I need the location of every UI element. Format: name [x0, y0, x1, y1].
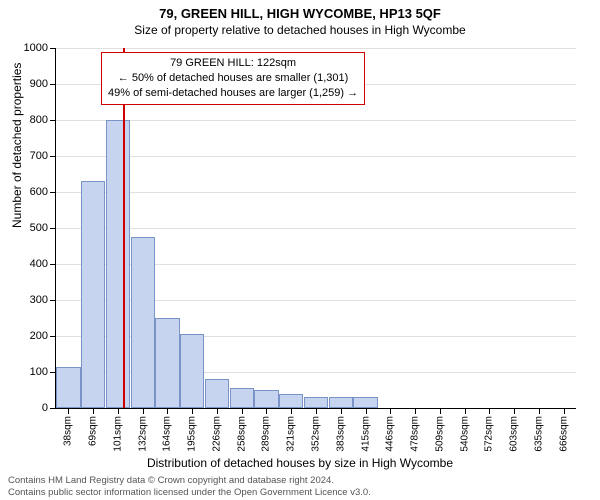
- x-tick: [415, 408, 416, 414]
- x-tick-label: 509sqm: [434, 416, 445, 452]
- y-tick-label: 800: [30, 114, 48, 126]
- histogram-bar: [304, 397, 328, 408]
- x-tick-label: 352sqm: [311, 416, 322, 452]
- x-tick-label: 321sqm: [286, 416, 297, 452]
- chart-subtitle: Size of property relative to detached ho…: [0, 21, 600, 37]
- histogram-bar: [230, 388, 254, 408]
- x-tick: [489, 408, 490, 414]
- x-tick-label: 101sqm: [112, 416, 123, 452]
- footer-line-1: Contains HM Land Registry data © Crown c…: [8, 475, 371, 486]
- x-tick: [539, 408, 540, 414]
- x-tick-label: 226sqm: [211, 416, 222, 452]
- x-tick: [341, 408, 342, 414]
- histogram-bar: [106, 120, 130, 408]
- y-tick-label: 200: [30, 330, 48, 342]
- grid-line: [56, 48, 576, 49]
- grid-line: [56, 192, 576, 193]
- y-tick: [50, 336, 56, 337]
- chart-plot-area: 0100200300400500600700800900100038sqm69s…: [55, 48, 576, 409]
- grid-line: [56, 228, 576, 229]
- y-tick-label: 0: [42, 402, 48, 414]
- x-tick-label: 38sqm: [63, 416, 74, 446]
- x-tick: [564, 408, 565, 414]
- x-tick-label: 289sqm: [261, 416, 272, 452]
- histogram-bar: [279, 394, 303, 408]
- y-tick-label: 400: [30, 258, 48, 270]
- x-tick: [366, 408, 367, 414]
- histogram-bar: [56, 367, 80, 408]
- x-tick-label: 195sqm: [187, 416, 198, 452]
- histogram-bar: [205, 379, 229, 408]
- x-tick-label: 415sqm: [360, 416, 371, 452]
- histogram-bar: [180, 334, 204, 408]
- x-tick: [68, 408, 69, 414]
- y-tick: [50, 264, 56, 265]
- histogram-bar: [81, 181, 105, 408]
- x-tick-label: 666sqm: [558, 416, 569, 452]
- x-tick: [465, 408, 466, 414]
- y-tick-label: 100: [30, 366, 48, 378]
- y-tick: [50, 84, 56, 85]
- x-tick-label: 446sqm: [385, 416, 396, 452]
- y-tick: [50, 228, 56, 229]
- y-tick-label: 600: [30, 186, 48, 198]
- histogram-bar: [155, 318, 179, 408]
- x-tick-label: 478sqm: [410, 416, 421, 452]
- histogram-bar: [131, 237, 155, 408]
- x-tick: [242, 408, 243, 414]
- x-tick: [192, 408, 193, 414]
- y-tick: [50, 300, 56, 301]
- x-tick: [514, 408, 515, 414]
- y-tick: [50, 408, 56, 409]
- grid-line: [56, 120, 576, 121]
- histogram-bar: [254, 390, 278, 408]
- y-axis-title: Number of detached properties: [10, 63, 24, 228]
- y-tick-label: 700: [30, 150, 48, 162]
- annotation-line-3: 49% of semi-detached houses are larger (…: [108, 86, 358, 101]
- y-tick-label: 300: [30, 294, 48, 306]
- x-tick-label: 69sqm: [88, 416, 99, 446]
- x-tick-label: 572sqm: [484, 416, 495, 452]
- x-tick: [390, 408, 391, 414]
- x-tick-label: 164sqm: [162, 416, 173, 452]
- chart-container: 79, GREEN HILL, HIGH WYCOMBE, HP13 5QF S…: [0, 0, 600, 500]
- x-axis-title: Distribution of detached houses by size …: [0, 456, 600, 470]
- histogram-bar: [353, 397, 377, 408]
- x-tick: [266, 408, 267, 414]
- x-tick-label: 635sqm: [533, 416, 544, 452]
- x-tick: [143, 408, 144, 414]
- annotation-line-2: ← 50% of detached houses are smaller (1,…: [108, 71, 358, 86]
- y-tick-label: 1000: [24, 42, 48, 54]
- x-tick-label: 383sqm: [335, 416, 346, 452]
- histogram-bar: [329, 397, 353, 408]
- grid-line: [56, 156, 576, 157]
- footer-attribution: Contains HM Land Registry data © Crown c…: [8, 475, 371, 498]
- y-tick-label: 500: [30, 222, 48, 234]
- annotation-line-1: 79 GREEN HILL: 122sqm: [108, 56, 358, 71]
- annotation-box: 79 GREEN HILL: 122sqm ← 50% of detached …: [101, 52, 365, 105]
- y-tick: [50, 120, 56, 121]
- x-tick: [440, 408, 441, 414]
- y-tick: [50, 156, 56, 157]
- y-tick: [50, 48, 56, 49]
- y-tick-label: 900: [30, 78, 48, 90]
- x-tick-label: 258sqm: [236, 416, 247, 452]
- x-tick: [316, 408, 317, 414]
- x-tick: [93, 408, 94, 414]
- x-tick: [118, 408, 119, 414]
- x-tick: [291, 408, 292, 414]
- x-tick-label: 603sqm: [509, 416, 520, 452]
- x-tick: [217, 408, 218, 414]
- x-tick-label: 132sqm: [137, 416, 148, 452]
- y-tick: [50, 372, 56, 373]
- footer-line-2: Contains public sector information licen…: [8, 487, 371, 498]
- chart-title: 79, GREEN HILL, HIGH WYCOMBE, HP13 5QF: [0, 0, 600, 21]
- x-tick-label: 540sqm: [459, 416, 470, 452]
- x-tick: [167, 408, 168, 414]
- y-tick: [50, 192, 56, 193]
